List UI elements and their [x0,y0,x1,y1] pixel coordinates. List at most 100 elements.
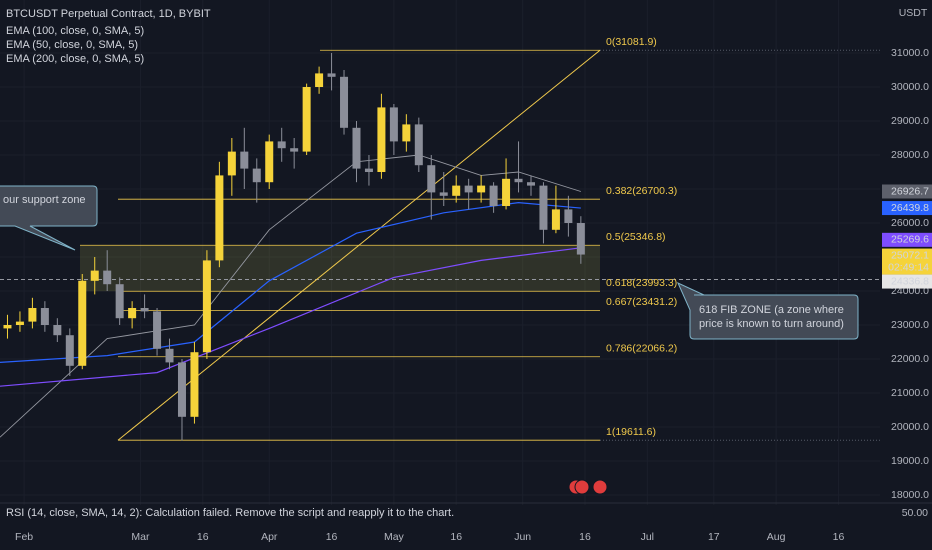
callout-text: our support zone [3,194,86,206]
candle-body [526,182,535,186]
candle-body [215,175,224,261]
candle-body [427,165,436,193]
fib-label: 0(31081.9) [606,36,657,48]
x-tick-label: 16 [197,531,209,543]
x-tick-label: 17 [708,531,720,543]
candle-body [265,141,274,183]
fib-label: 0.5(25346.8) [606,231,666,243]
candle-body [502,178,511,207]
candle-body [464,185,473,193]
candle-body [514,178,523,183]
candle-body [78,280,87,366]
candle-body [364,168,373,173]
y-tick-label: 18000.0 [891,489,929,501]
x-tick-label: Aug [767,531,786,543]
y-tick-label: 21000.0 [891,387,929,399]
y-tick-label: 26000.0 [891,217,929,229]
candle-body [153,311,162,349]
ema100-badge-text: 26439.8 [891,202,929,214]
chart-title: BTCUSDT Perpetual Contract, 1D, BYBIT [6,8,211,20]
candle-body [327,73,336,77]
callout-text: 618 FIB ZONE (a zone where [699,304,844,316]
fib-label: 0.667(23431.2) [606,296,677,308]
candle-body [551,209,560,230]
candle-body [140,308,149,312]
candle-body [190,352,199,417]
y-tick-label: 29000.0 [891,115,929,127]
countdown: 02:49:14 [888,261,929,273]
candle-body [302,87,311,152]
flags [568,479,608,495]
candle-body [315,73,324,88]
y-tick-label: 22000.0 [891,353,929,365]
candle-body [28,308,37,322]
candle-body [452,185,461,196]
fib-label: 1(19611.6) [606,426,656,438]
candle-body [352,127,361,169]
x-tick-label: Apr [261,531,278,543]
candle-body [227,151,236,176]
x-tick-label: 16 [579,531,591,543]
x-tick-label: Jun [514,531,531,543]
callout-box [0,185,98,251]
ema-line [0,247,581,387]
x-tick-label: Mar [131,531,150,543]
y-tick-label: 19000.0 [891,455,929,467]
candle-body [576,223,585,255]
candle-body [439,192,448,196]
legend-entry: EMA (100, close, 0, SMA, 5) [6,25,144,37]
candle-body [90,270,99,281]
rsi-text: RSI (14, close, SMA, 14, 2): Calculation… [6,507,454,519]
candle-body [539,185,548,230]
callout-text: price is known to turn around) [699,318,844,330]
candle-body [414,124,423,166]
y-tick-label: 28000.0 [891,149,929,161]
candle-body [40,308,49,326]
candle-body [477,185,486,193]
last-price-badge [882,248,932,275]
candle-body [277,141,286,149]
y-tick-label: 23000.0 [891,319,929,331]
ema50-badge [882,184,932,199]
candle-body [240,151,249,169]
plot [0,49,880,441]
candle-body [290,148,299,152]
candle-body [340,76,349,128]
ema200-badge-text: 25269.6 [891,234,929,246]
candle-body [177,362,186,417]
fib-label: 0.382(26700.3) [606,185,677,197]
grid [0,0,880,505]
candle-body [103,270,112,285]
candle-body [252,168,261,183]
x-tick-label: 16 [833,531,845,543]
candle-body [15,321,24,326]
fib-label: 0.618(23993.3) [606,277,677,289]
mark-price-badge [882,274,932,289]
ema100-badge [882,201,932,216]
y-tick-label: 31000.0 [891,47,929,59]
currency-label: USDT [899,7,928,19]
candle-body [389,107,398,142]
flag-icon[interactable] [592,479,608,495]
candle-body [115,284,124,319]
x-tick-label: May [384,531,405,543]
flag-icon[interactable] [574,479,590,495]
y-tick-label: 30000.0 [891,81,929,93]
candle-body [65,335,74,366]
candle-body [53,325,62,336]
x-tick-label: 16 [450,531,462,543]
x-tick-label: Jul [641,531,654,543]
candle-body [489,185,498,207]
rsi-scale-label: 50.00 [902,507,928,519]
candle-body [165,348,174,363]
support-zone [80,245,600,292]
callout-box [677,281,859,340]
x-tick-label: Feb [15,531,33,543]
candle-body [3,325,12,329]
candle-body [202,260,211,353]
ema200-badge [882,232,932,247]
y-tick-label: 20000.0 [891,421,929,433]
fib-label: 0.786(22066.2) [606,343,677,355]
